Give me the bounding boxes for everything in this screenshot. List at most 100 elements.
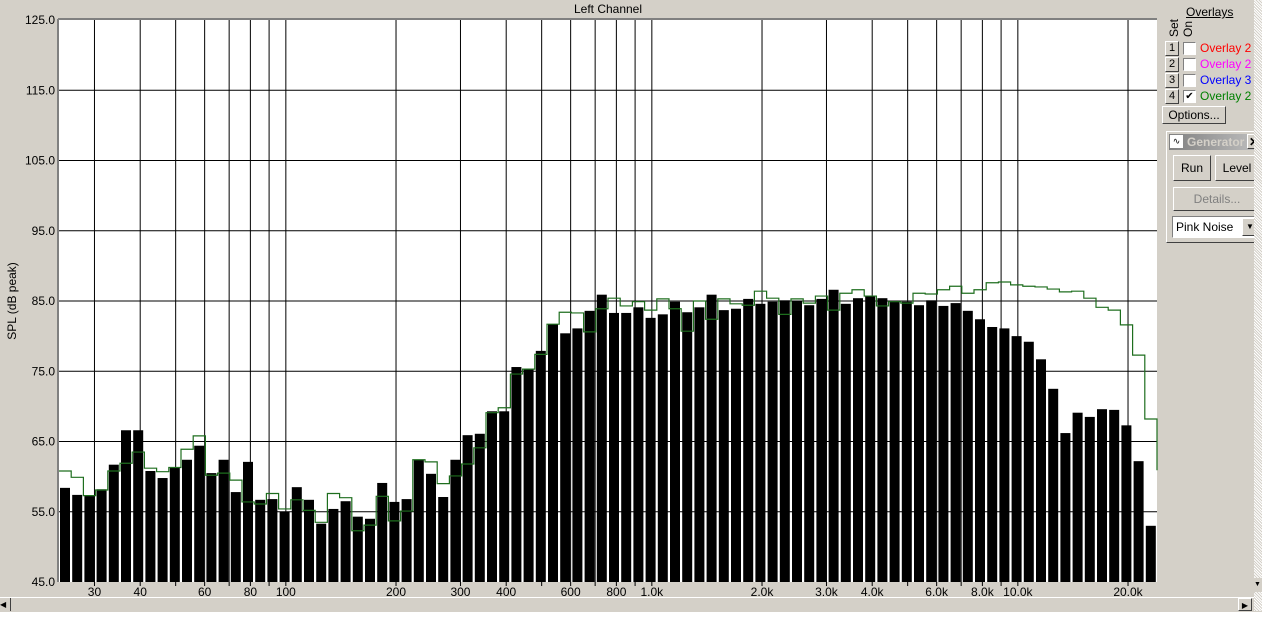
- overlay-on-checkbox[interactable]: [1183, 57, 1196, 71]
- vertical-scrollbar[interactable]: ▼: [1254, 0, 1262, 611]
- generator-titlebar: ∿ Generator ✕: [1169, 134, 1261, 150]
- bar: [462, 435, 473, 582]
- bar: [1109, 409, 1120, 582]
- run-button[interactable]: Run: [1173, 155, 1211, 181]
- scroll-down-button[interactable]: ▼: [1254, 578, 1262, 592]
- y-tick-label: 115.0: [26, 83, 55, 97]
- x-tick-label: 100: [276, 585, 296, 597]
- bar: [316, 523, 327, 582]
- x-tick-label: 8.0k: [971, 585, 995, 597]
- bar: [474, 433, 485, 582]
- y-tick-label: 75.0: [32, 364, 56, 378]
- details-button[interactable]: Details...: [1173, 187, 1261, 211]
- bar: [999, 328, 1010, 582]
- bar: [865, 296, 876, 582]
- x-tick-label: 60: [198, 585, 212, 597]
- overlay-row: 1 Overlay 2: [1165, 40, 1251, 56]
- bar: [1072, 412, 1083, 582]
- bar: [731, 308, 741, 582]
- bar: [609, 312, 619, 582]
- overlay-name: Overlay 3: [1200, 73, 1252, 87]
- bar: [60, 487, 70, 582]
- bar: [84, 495, 95, 582]
- x-tick-label: 1.0k: [640, 585, 664, 597]
- options-button[interactable]: Options...: [1162, 106, 1226, 124]
- bar: [182, 459, 192, 582]
- bar: [96, 489, 107, 582]
- bar: [365, 518, 375, 582]
- bar: [962, 310, 973, 582]
- spectrum-chart: 45.0 55.0 65.0 75.0 85.0 95.0 105.0 115.0 125.0 3…: [5, 2, 1158, 597]
- overlays-header: Overlays: [1186, 5, 1234, 19]
- bar: [1145, 525, 1156, 582]
- bar: [718, 310, 729, 582]
- bar: [401, 499, 412, 582]
- overlay-set-button[interactable]: 4: [1165, 88, 1179, 104]
- y-tick-label: 95.0: [32, 224, 56, 238]
- bar: [511, 367, 522, 582]
- y-tick-label: 65.0: [32, 435, 56, 449]
- bar: [438, 496, 449, 582]
- overlay-on-checkbox[interactable]: [1183, 41, 1196, 55]
- signal-select[interactable]: Pink Noise ▼: [1172, 216, 1260, 238]
- bar: [1060, 433, 1071, 582]
- bar: [975, 319, 985, 582]
- scroll-left-button[interactable]: ◀: [0, 598, 11, 611]
- overlay-set-button[interactable]: 3: [1165, 72, 1179, 88]
- x-tick-label: 2.0k: [751, 585, 775, 597]
- x-tick-label: 30: [88, 585, 102, 597]
- level-button[interactable]: Level: [1215, 155, 1259, 181]
- bar: [1011, 336, 1022, 582]
- scroll-right-button[interactable]: ▶: [1238, 598, 1252, 611]
- chart-title: Left Channel: [574, 2, 642, 16]
- horizontal-scrollbar[interactable]: ◀ ▶: [0, 597, 1254, 612]
- bar: [145, 471, 156, 582]
- overlay-name: Overlay 2: [1200, 89, 1252, 103]
- x-tick-label: 3.0k: [815, 585, 839, 597]
- bar: [230, 492, 241, 582]
- x-tick-label: 600: [561, 585, 581, 597]
- bar: [121, 430, 131, 582]
- bar: [487, 411, 497, 582]
- bar: [560, 333, 571, 582]
- x-tick-label: 400: [496, 585, 516, 597]
- bar: [755, 303, 766, 582]
- generator-title: Generator: [1187, 135, 1245, 149]
- y-tick-label: 105.0: [25, 154, 55, 168]
- bar: [1048, 388, 1059, 582]
- waveform-icon: ∿: [1170, 135, 1183, 148]
- overlay-on-checkbox[interactable]: ✔: [1183, 89, 1196, 103]
- y-tick-label: 85.0: [32, 294, 56, 308]
- overlay-name: Overlay 2: [1200, 57, 1252, 71]
- set-column-label: Set: [1167, 18, 1181, 37]
- bar: [877, 298, 888, 582]
- overlays-panel: Overlays Set On 1 Overlay 2 2 Overlay 2 3 Ove…: [1160, 0, 1262, 597]
- x-tick-label: 40: [134, 585, 148, 597]
- bar: [706, 294, 717, 582]
- bar: [1036, 359, 1046, 582]
- overlay-set-button[interactable]: 2: [1165, 56, 1179, 72]
- bar: [572, 328, 583, 582]
- bar: [987, 326, 998, 582]
- signal-select-value: Pink Noise: [1176, 220, 1234, 234]
- bar: [657, 314, 668, 582]
- y-tick-label: 125.0: [25, 13, 55, 27]
- overlay-row: 4 ✔ Overlay 2: [1165, 88, 1251, 104]
- x-tick-label: 300: [450, 585, 470, 597]
- overlay-row: 3 Overlay 3: [1165, 72, 1251, 88]
- bar: [218, 459, 229, 582]
- bar: [194, 445, 205, 582]
- bar: [523, 369, 534, 582]
- bar: [133, 430, 144, 582]
- bar: [804, 305, 815, 582]
- overlay-set-button[interactable]: 1: [1165, 40, 1179, 56]
- y-tick-label: 45.0: [32, 575, 56, 589]
- generator-panel: ∿ Generator ✕ Run Level Details... Pink …: [1166, 131, 1262, 243]
- bar: [633, 307, 644, 582]
- rta-window: 45.0 55.0 65.0 75.0 85.0 95.0 105.0 115.0 125.0 3…: [0, 0, 1262, 612]
- x-tick-label: 200: [386, 585, 406, 597]
- y-tick-label: 55.0: [32, 505, 56, 519]
- bar: [426, 473, 436, 582]
- bar: [535, 350, 546, 582]
- overlay-on-checkbox[interactable]: [1183, 73, 1196, 87]
